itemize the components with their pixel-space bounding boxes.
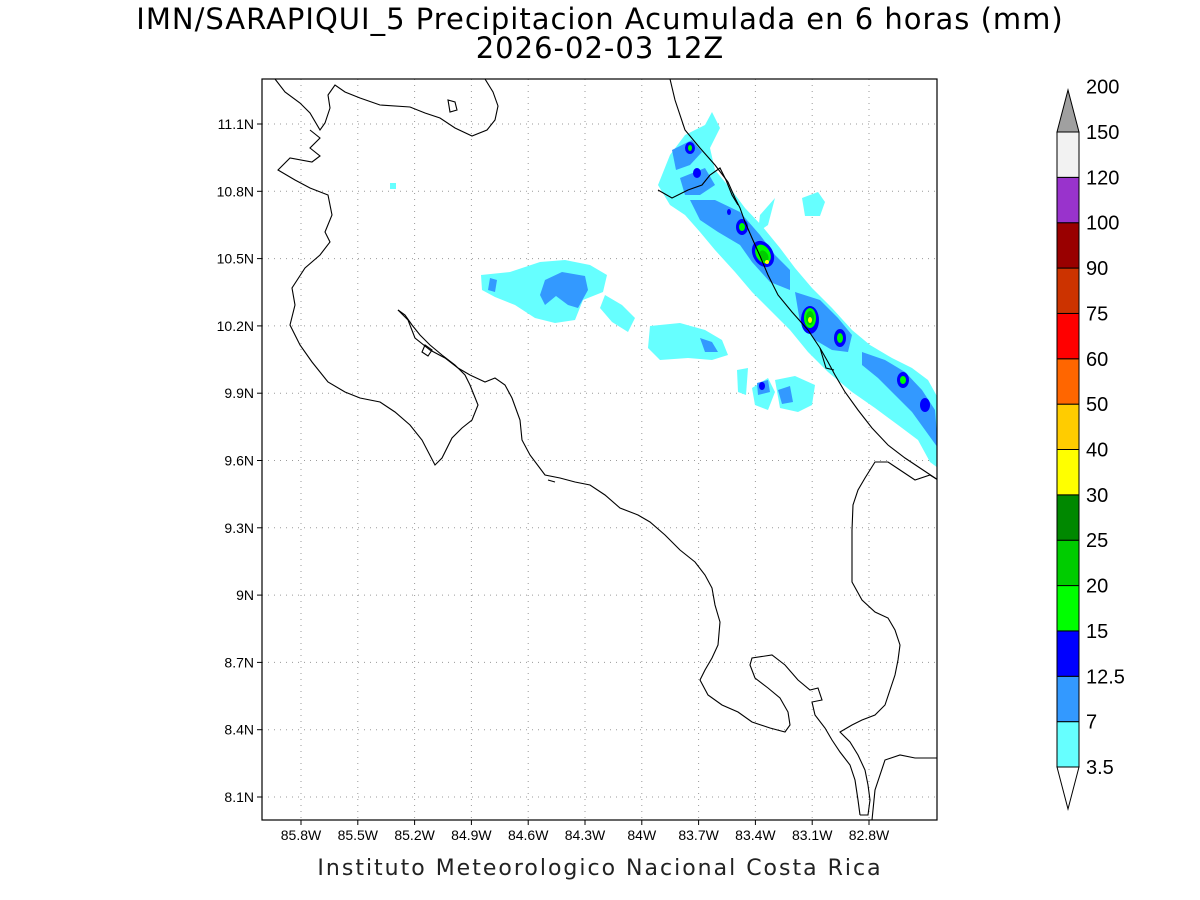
precipitation-field bbox=[390, 112, 937, 468]
colorbar-swatch bbox=[1056, 312, 1080, 360]
colorbar-swatch bbox=[1056, 721, 1080, 768]
lat-tick-label: 8.4N bbox=[224, 722, 254, 738]
colorbar-swatch bbox=[1056, 630, 1080, 677]
colorbar-level-label: 150 bbox=[1086, 122, 1119, 144]
colorbar-upper-arrow bbox=[1056, 88, 1080, 133]
precip-band-30 bbox=[765, 260, 812, 323]
colorbar-swatch bbox=[1056, 222, 1080, 269]
lon-tick-label: 82.8W bbox=[849, 827, 890, 843]
lon-tick-label: 84.6W bbox=[508, 827, 549, 843]
lon-tick-label: 85.5W bbox=[338, 827, 379, 843]
colorbar-swatch bbox=[1056, 449, 1080, 496]
colorbar-swatch bbox=[1056, 585, 1080, 632]
lat-tick-label: 9.6N bbox=[224, 453, 254, 469]
colorbar-level-label: 12.5 bbox=[1086, 666, 1125, 688]
colorbar-level-label: 15 bbox=[1086, 621, 1108, 643]
colorbar-swatch bbox=[1056, 267, 1080, 314]
lat-tick-label: 8.7N bbox=[224, 654, 254, 670]
lon-tick-label: 84.3W bbox=[565, 827, 606, 843]
lat-tick-label: 8.1N bbox=[224, 789, 254, 805]
precipitation-colorbar: 3.5 7 12.5 15 20 25 30 40 50 60 75 90 100 120 150 200 bbox=[1056, 77, 1125, 811]
colorbar-swatch bbox=[1056, 403, 1080, 450]
map-frame-background bbox=[262, 79, 937, 820]
colorbar-lower-arrow bbox=[1056, 766, 1080, 811]
colorbar-level-label: 100 bbox=[1086, 213, 1119, 235]
lon-tick-label: 85.2W bbox=[394, 827, 435, 843]
colorbar-level-label: 20 bbox=[1086, 576, 1108, 598]
colorbar-level-label: 7 bbox=[1086, 712, 1097, 734]
colorbar-swatch bbox=[1056, 358, 1080, 405]
lat-tick-label: 10.8N bbox=[217, 183, 254, 199]
lon-tick-label: 85.8W bbox=[281, 827, 322, 843]
colorbar-swatch bbox=[1056, 494, 1080, 541]
colorbar-swatch bbox=[1056, 176, 1080, 224]
lat-tick-label: 9N bbox=[236, 587, 254, 603]
map-frame-border bbox=[261, 78, 938, 821]
colorbar-level-label: 60 bbox=[1086, 349, 1108, 371]
map-subtitle-date: 2026-02-03 12Z bbox=[475, 31, 725, 65]
latitude-tick-labels: 11.1N 10.8N 10.5N 10.2N 9.9N 9.6N 9.3N 9N 8.7N 8.… bbox=[217, 116, 262, 805]
colorbar-level-label: 120 bbox=[1086, 167, 1119, 189]
lat-tick-label: 9.3N bbox=[224, 520, 254, 536]
lon-tick-label: 84.9W bbox=[451, 827, 492, 843]
lat-tick-label: 10.5N bbox=[217, 251, 254, 267]
colorbar-level-label: 25 bbox=[1086, 530, 1108, 552]
colorbar-level-label: 50 bbox=[1086, 394, 1108, 416]
lon-tick-label: 83.1W bbox=[792, 827, 833, 843]
colorbar-level-label: 200 bbox=[1086, 77, 1119, 99]
colorbar-swatch bbox=[1056, 675, 1080, 723]
lon-tick-label: 83.4W bbox=[735, 827, 776, 843]
colorbar-swatch bbox=[1056, 131, 1080, 178]
colorbar-level-label: 40 bbox=[1086, 440, 1108, 462]
longitude-tick-labels: 85.8W 85.5W 85.2W 84.9W 84.6W 84.3W 84W 83.7W 83… bbox=[281, 820, 890, 843]
lat-tick-label: 11.1N bbox=[218, 116, 254, 132]
colorbar-level-label: 3.5 bbox=[1086, 757, 1114, 779]
lon-tick-label: 84W bbox=[627, 827, 657, 843]
map-title: IMN/SARAPIQUI_5 Precipitacion Acumulada … bbox=[136, 2, 1064, 36]
lon-tick-label: 83.7W bbox=[678, 827, 719, 843]
lat-tick-label: 10.2N bbox=[217, 318, 254, 334]
lat-tick-label: 9.9N bbox=[224, 385, 254, 401]
coastline-borders bbox=[274, 79, 937, 820]
colorbar-swatch bbox=[1056, 539, 1080, 587]
institute-credit: Instituto Meteorologico Nacional Costa R… bbox=[317, 856, 883, 881]
colorbar-level-label: 75 bbox=[1086, 303, 1108, 325]
colorbar-level-label: 90 bbox=[1086, 258, 1108, 280]
colorbar-level-label: 30 bbox=[1086, 485, 1108, 507]
